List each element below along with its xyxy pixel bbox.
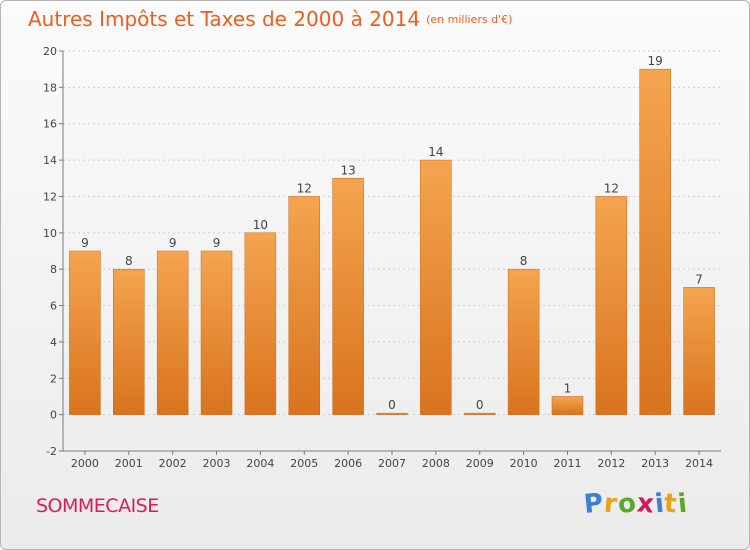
data-label-2002: 9 [169,236,177,250]
bar-2014 [683,287,715,415]
title-text: Autres Impôts et Taxes de 2000 à 2014 [28,7,421,31]
y-tick-label: 10 [43,227,57,240]
bar-2013 [639,68,671,415]
bar-2004 [244,232,277,415]
bar-2010 [507,268,540,415]
data-label-2004: 10 [253,218,268,232]
commune-name: SOMMECAISE [36,495,159,517]
bar-2008 [420,159,452,415]
x-tick-label: 2002 [159,457,187,470]
chart-title: Autres Impôts et Taxes de 2000 à 2014 (en… [28,7,512,31]
bar-2009 [463,412,496,415]
data-label-2006: 13 [340,163,355,177]
bar-2012 [595,196,628,415]
y-tick-label: 4 [50,336,57,349]
data-label-2009: 0 [476,398,484,412]
bar-2011 [551,396,584,415]
x-tick-label: 2004 [246,457,274,470]
logo-letter: x [635,488,656,520]
data-label-2011: 1 [564,381,572,395]
x-tick-label: 2003 [203,457,231,470]
y-tick-label: 18 [43,81,57,94]
x-tick-label: 2009 [466,457,494,470]
bar-2001 [113,268,145,415]
x-tick-label: 2006 [334,457,362,470]
x-tick-label: 2010 [510,457,538,470]
data-label-2014: 7 [695,272,703,286]
data-label-2007: 0 [388,398,396,412]
y-tick-label: 6 [50,300,57,313]
y-tick-label: 14 [43,154,57,167]
y-tick-label: 20 [43,45,57,58]
data-label-2008: 14 [428,145,443,159]
x-tick-label: 2011 [553,457,581,470]
bars [69,68,715,415]
data-label-2000: 9 [81,236,89,250]
y-tick-label: -2 [46,445,57,458]
x-tick-label: 2001 [115,457,143,470]
data-label-2012: 12 [604,181,619,195]
x-tick-label: 2013 [641,457,669,470]
y-tick-label: 2 [50,372,57,385]
data-label-2001: 8 [125,254,133,268]
data-label-2005: 12 [297,181,312,195]
logo-letter: i [676,488,690,520]
data-labels: 9 8 9 9 10 12 13 0 14 0 8 1 12 19 7 [81,54,703,412]
title-unit: (en milliers d'€) [426,13,513,26]
x-tick-label: 2008 [422,457,450,470]
data-label-2010: 8 [520,254,528,268]
bar-2007 [376,412,408,415]
x-tick-label: 2005 [290,457,318,470]
data-label-2003: 9 [213,236,221,250]
y-tick-label: 16 [43,118,57,131]
y-tick-label: 12 [43,190,57,203]
bar-2005 [288,196,321,415]
bar-2002 [156,250,189,415]
x-tick-label: 2012 [597,457,625,470]
x-tick-label: 2000 [71,457,99,470]
bar-2003 [200,250,233,415]
x-tick-label: 2007 [378,457,406,470]
bar-2000 [69,250,101,415]
y-tick-label: 0 [50,409,57,422]
proxiti-logo[interactable]: Proxiti [582,488,690,520]
x-tick-label: 2014 [685,457,713,470]
bar-2006 [332,178,364,415]
data-label-2013: 19 [648,54,663,68]
y-tick-label: 8 [50,263,57,276]
